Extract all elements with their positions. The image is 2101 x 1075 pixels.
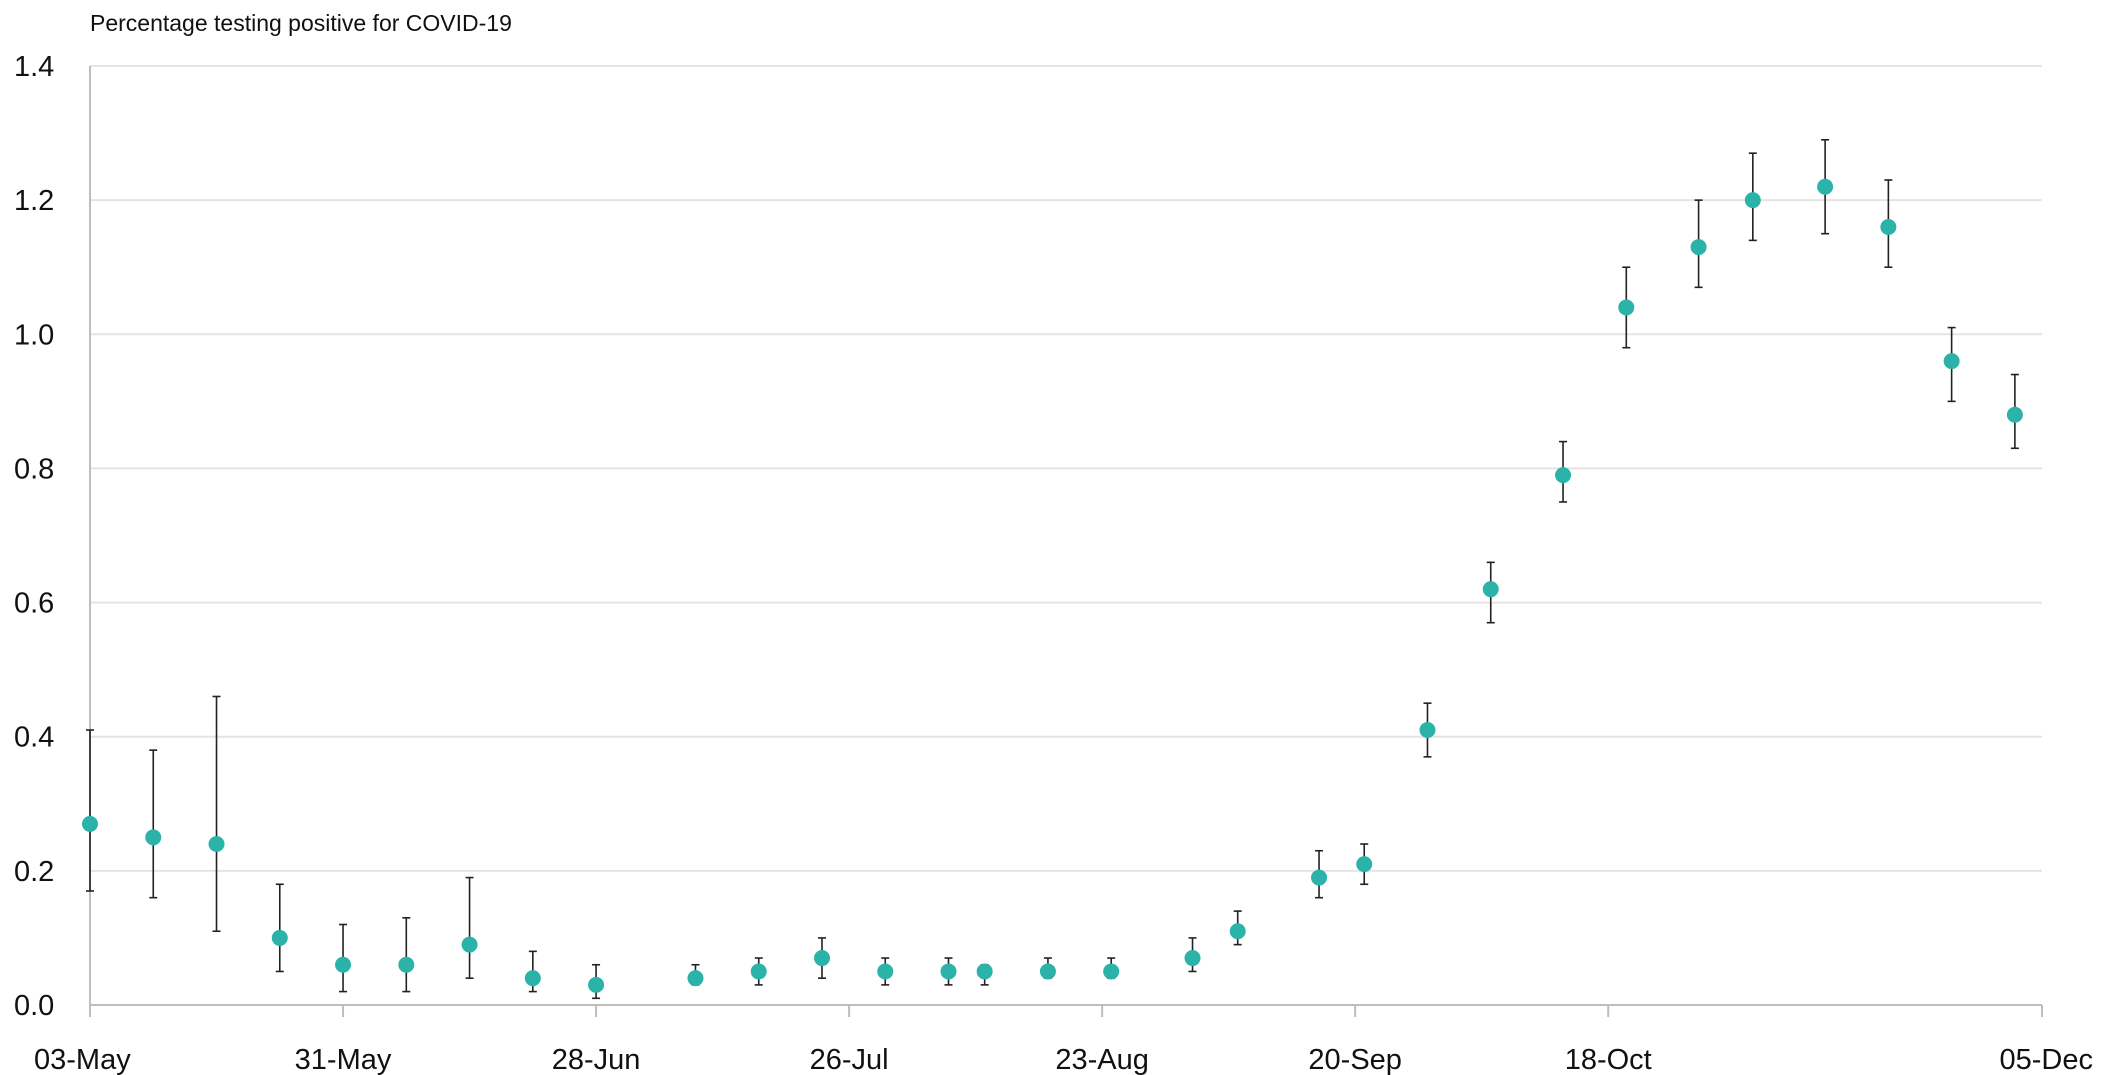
data-point: [208, 836, 225, 853]
x-tick-labels: 03-May 31-May 28-Jun 26-Jul 23-Aug 20-Sep 18-O…: [34, 1044, 2093, 1075]
data-point: [750, 963, 767, 980]
y-tick-label: 1.2: [14, 185, 54, 217]
data-point: [461, 936, 478, 953]
data-point: [588, 976, 605, 993]
y-tick-label: 0.0: [14, 990, 54, 1022]
data-point: [1744, 192, 1761, 209]
data-point: [82, 815, 98, 832]
x-tick-label: 03-May: [34, 1044, 131, 1075]
data-point: [524, 970, 541, 987]
data-point: [2006, 406, 2023, 423]
x-tick-label: 23-Aug: [1055, 1044, 1149, 1075]
data-point: [687, 970, 704, 987]
x-tick-label: 20-Sep: [1308, 1044, 1402, 1075]
y-tick-label: 1.4: [14, 51, 54, 83]
data-point: [1817, 178, 1834, 195]
data-point: [1880, 218, 1897, 235]
data-point: [1618, 299, 1635, 316]
data-point: [398, 956, 415, 973]
chart-title: Percentage testing positive for COVID-19: [90, 10, 512, 36]
data-point: [877, 963, 894, 980]
data-point: [1229, 923, 1246, 940]
data-point: [940, 963, 957, 980]
data-point: [1690, 239, 1707, 256]
y-tick-label: 1.0: [14, 319, 54, 351]
x-tick-label: 28-Jun: [552, 1044, 641, 1075]
error-bars: [86, 138, 2019, 1000]
data-point: [1356, 856, 1373, 873]
y-tick-label: 0.4: [14, 722, 54, 754]
data-point: [1482, 581, 1499, 598]
data-point: [814, 950, 830, 967]
data-point: [1103, 963, 1120, 980]
x-tick-label: 26-Jul: [810, 1044, 889, 1075]
data-point: [271, 929, 288, 946]
x-tick-label: 05-Dec: [2000, 1044, 2094, 1075]
data-point: [1555, 467, 1572, 484]
data-point: [1184, 950, 1201, 967]
data-point: [1039, 963, 1056, 980]
y-tick-labels: 0.0 0.2 0.4 0.6 0.8 1.0 1.2 1.4: [14, 51, 54, 1022]
y-tick-label: 0.6: [14, 588, 54, 620]
y-tick-label: 0.2: [14, 856, 54, 888]
data-point: [1419, 722, 1436, 739]
data-point: [1311, 869, 1328, 886]
x-tick-label: 31-May: [295, 1044, 392, 1075]
axes: [89, 66, 2043, 1017]
data-point: [976, 963, 993, 980]
x-tick-label: 18-Oct: [1565, 1044, 1652, 1075]
data-point: [335, 956, 352, 973]
data-points: [82, 178, 2023, 993]
y-tick-label: 0.8: [14, 453, 54, 485]
data-point: [145, 829, 162, 846]
gridlines: [90, 65, 2042, 872]
data-point: [1943, 353, 1960, 370]
